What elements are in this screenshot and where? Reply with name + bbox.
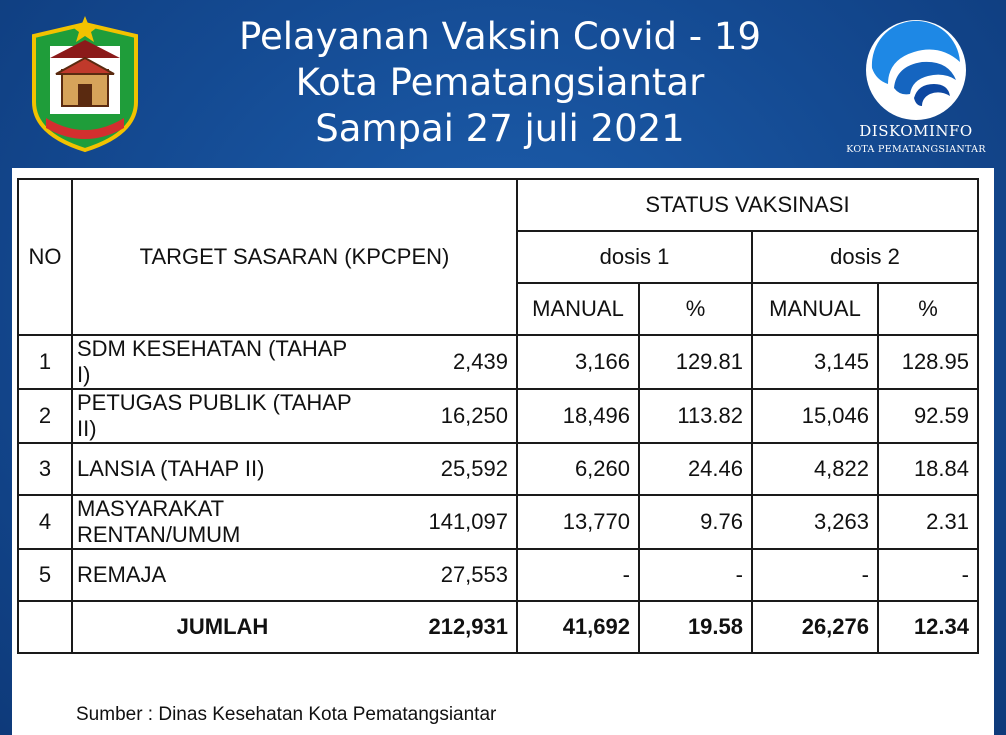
row-d1-percent: - — [638, 548, 753, 602]
row-name: REMAJA — [71, 548, 372, 602]
header-row-2: dosis 1 dosis 2 — [18, 230, 979, 284]
content-panel: NO TARGET SASARAN (KPCPEN) STATUS VAKSIN… — [12, 168, 994, 735]
header-dose-2: dosis 2 — [751, 230, 979, 284]
row-d1-percent: 24.46 — [638, 442, 753, 496]
page-title: Pelayanan Vaksin Covid - 19 Kota Pematan… — [200, 14, 800, 152]
row-no: 5 — [17, 548, 73, 602]
row-d1-manual: 6,260 — [516, 442, 640, 496]
row-d2-manual: - — [751, 548, 879, 602]
row-target: 141,097 — [372, 494, 518, 550]
total-row: JUMLAH 212,931 41,692 19.58 26,276 12.34 — [17, 600, 979, 654]
header-status: STATUS VAKSINASI — [516, 178, 979, 232]
header-target: TARGET SASARAN (KPCPEN) — [71, 178, 518, 336]
row-d2-manual: 15,046 — [751, 388, 879, 444]
row-d1-percent: 129.81 — [638, 334, 753, 390]
header-row-1: NO TARGET SASARAN (KPCPEN) STATUS VAKSIN… — [17, 178, 979, 336]
row-target: 2,439 — [372, 334, 518, 390]
row-no: 2 — [17, 388, 73, 444]
row-name: MASYARAKAT RENTAN/UMUM — [71, 494, 372, 550]
table-row: 4 MASYARAKAT RENTAN/UMUM 141,097 13,770 … — [17, 494, 979, 550]
title-line-3: Sampai 27 juli 2021 — [315, 107, 685, 150]
total-d1-manual: 41,692 — [516, 600, 640, 654]
table-row: 1 SDM KESEHATAN (TAHAP I) 2,439 3,166 12… — [17, 334, 979, 390]
header-d1-percent: % — [638, 282, 753, 336]
table-row: 5 REMAJA 27,553 - - - - — [17, 548, 979, 602]
diskominfo-logo-icon — [866, 20, 966, 120]
total-label: JUMLAH — [71, 600, 372, 654]
title-line-2: Kota Pematangsiantar — [295, 61, 705, 104]
table-row: 2 PETUGAS PUBLIK (TAHAP II) 16,250 18,49… — [17, 388, 979, 444]
city-emblem-icon — [28, 14, 142, 154]
table-row: 3 LANSIA (TAHAP II) 25,592 6,260 24.46 4… — [17, 442, 979, 496]
row-target: 16,250 — [372, 388, 518, 444]
row-no: 3 — [17, 442, 73, 496]
row-d1-manual: 3,166 — [516, 334, 640, 390]
source-note: Sumber : Dinas Kesehatan Kota Pematangsi… — [76, 704, 497, 725]
row-name: SDM KESEHATAN (TAHAP I) — [71, 334, 372, 390]
total-target: 212,931 — [372, 600, 518, 654]
row-d2-percent: - — [877, 548, 979, 602]
row-d2-percent: 2.31 — [877, 494, 979, 550]
row-target: 27,553 — [372, 548, 518, 602]
header-d2-percent: % — [877, 282, 979, 336]
row-d1-manual: 13,770 — [516, 494, 640, 550]
row-d1-percent: 9.76 — [638, 494, 753, 550]
header: Pelayanan Vaksin Covid - 19 Kota Pematan… — [0, 0, 1006, 170]
header-dose-1: dosis 1 — [516, 230, 753, 284]
row-d1-manual: 18,496 — [516, 388, 640, 444]
header-row-3: MANUAL % MANUAL % — [18, 282, 979, 336]
row-d2-percent: 128.95 — [877, 334, 979, 390]
header-d2-manual: MANUAL — [751, 282, 879, 336]
row-d2-manual: 3,263 — [751, 494, 879, 550]
total-no — [17, 600, 73, 654]
row-d2-manual: 3,145 — [751, 334, 879, 390]
row-d2-manual: 4,822 — [751, 442, 879, 496]
diskominfo-subtitle: KOTA PEMATANGSIANTAR — [846, 144, 986, 155]
row-d1-percent: 113.82 — [638, 388, 753, 444]
vaccination-table: NO TARGET SASARAN (KPCPEN) STATUS VAKSIN… — [17, 178, 979, 654]
diskominfo-name: DISKOMINFO — [859, 122, 973, 140]
title-line-1: Pelayanan Vaksin Covid - 19 — [238, 15, 761, 58]
total-d2-manual: 26,276 — [751, 600, 879, 654]
row-d1-manual: - — [516, 548, 640, 602]
row-d2-percent: 92.59 — [877, 388, 979, 444]
row-no: 4 — [17, 494, 73, 550]
header-no: NO — [17, 178, 73, 336]
total-d1-percent: 19.58 — [638, 600, 753, 654]
row-d2-percent: 18.84 — [877, 442, 979, 496]
row-name: LANSIA (TAHAP II) — [71, 442, 372, 496]
row-name: PETUGAS PUBLIK (TAHAP II) — [71, 388, 372, 444]
row-target: 25,592 — [372, 442, 518, 496]
header-d1-manual: MANUAL — [516, 282, 640, 336]
row-no: 1 — [17, 334, 73, 390]
diskominfo-logo: DISKOMINFO KOTA PEMATANGSIANTAR — [836, 18, 996, 163]
total-d2-percent: 12.34 — [877, 600, 979, 654]
